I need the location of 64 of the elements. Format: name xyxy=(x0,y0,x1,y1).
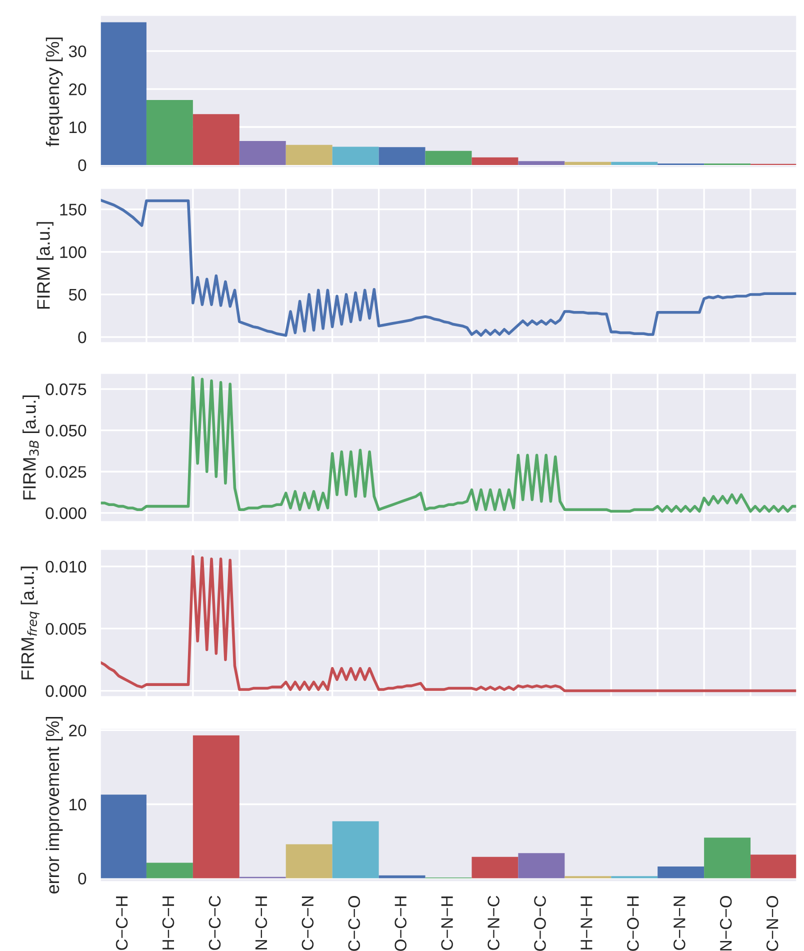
y-tick-label: 50 xyxy=(68,288,86,301)
bar xyxy=(658,866,704,878)
bar xyxy=(286,144,332,165)
y-tick-label: 10 xyxy=(70,798,86,810)
bar xyxy=(332,146,379,165)
bar xyxy=(564,162,612,165)
bar xyxy=(518,853,565,878)
y-tick-label: 0.000 xyxy=(46,685,86,697)
y-tick-label: 20 xyxy=(69,724,86,736)
x-tick-label: C−N−O xyxy=(766,896,778,951)
x-tick-label: C−N−H xyxy=(441,896,453,950)
y-tick-label: 0.005 xyxy=(46,623,86,635)
bar xyxy=(332,821,379,878)
bar xyxy=(100,22,146,165)
y-axis-title: FIRM [a.u.] xyxy=(36,222,54,309)
bar xyxy=(192,114,240,165)
y-tick-label: 30 xyxy=(68,45,86,58)
y-tick-label: 0.050 xyxy=(46,424,86,437)
y-tick-label: 0 xyxy=(78,872,86,884)
y-tick-label: 0.000 xyxy=(46,507,86,520)
line-series xyxy=(100,555,797,692)
line-series xyxy=(100,376,797,513)
bar xyxy=(146,862,193,878)
bar xyxy=(472,856,518,878)
bar xyxy=(378,875,426,878)
x-tick-label: C−O−H xyxy=(627,896,639,951)
bar xyxy=(611,162,658,165)
y-axis-title: error improvement [%] xyxy=(46,716,63,894)
x-tick-label: H−C−H xyxy=(162,896,174,950)
y-tick-label: 100 xyxy=(60,246,86,258)
bar xyxy=(704,838,751,878)
y-axis-title: frequency [%] xyxy=(46,38,63,146)
bar xyxy=(425,150,472,165)
bar xyxy=(378,147,426,165)
y-tick-label: 0.010 xyxy=(46,560,86,573)
bar xyxy=(286,844,332,878)
y-tick-label: 0 xyxy=(78,331,86,344)
bar xyxy=(750,854,797,878)
bar xyxy=(518,161,565,165)
bar xyxy=(192,735,240,878)
x-tick-label: C−C−N xyxy=(302,896,314,950)
line-series xyxy=(100,198,797,337)
bar xyxy=(146,100,193,165)
y-axis-title: FIRM$_{3B}$ [a.u.] xyxy=(22,395,40,500)
y-tick-label: 10 xyxy=(70,121,86,134)
bar xyxy=(472,157,518,165)
x-tick-label: C−C−C xyxy=(208,896,221,950)
x-tick-label: C−N−C xyxy=(488,896,500,950)
x-tick-label: N−C−O xyxy=(720,896,732,950)
x-tick-label: C−N−N xyxy=(674,896,686,950)
y-tick-label: 0.075 xyxy=(46,383,86,396)
x-tick-label: N−C−H xyxy=(255,896,268,950)
x-tick-label: C−O−C xyxy=(534,896,546,951)
bar xyxy=(239,141,286,165)
bar xyxy=(100,794,146,878)
y-tick-label: 0.025 xyxy=(46,466,86,478)
y-axis-title: FIRM$_{freq}$ [a.u.] xyxy=(20,566,40,680)
y-tick-label: 150 xyxy=(60,204,86,216)
y-tick-label: 20 xyxy=(69,83,86,96)
x-tick-label: C−C−O xyxy=(348,896,360,951)
x-tick-label: C−C−H xyxy=(116,896,128,950)
y-tick-label: 0 xyxy=(78,159,86,172)
x-tick-label: O−C−H xyxy=(394,896,407,951)
x-tick-label: H−N−H xyxy=(580,896,592,950)
